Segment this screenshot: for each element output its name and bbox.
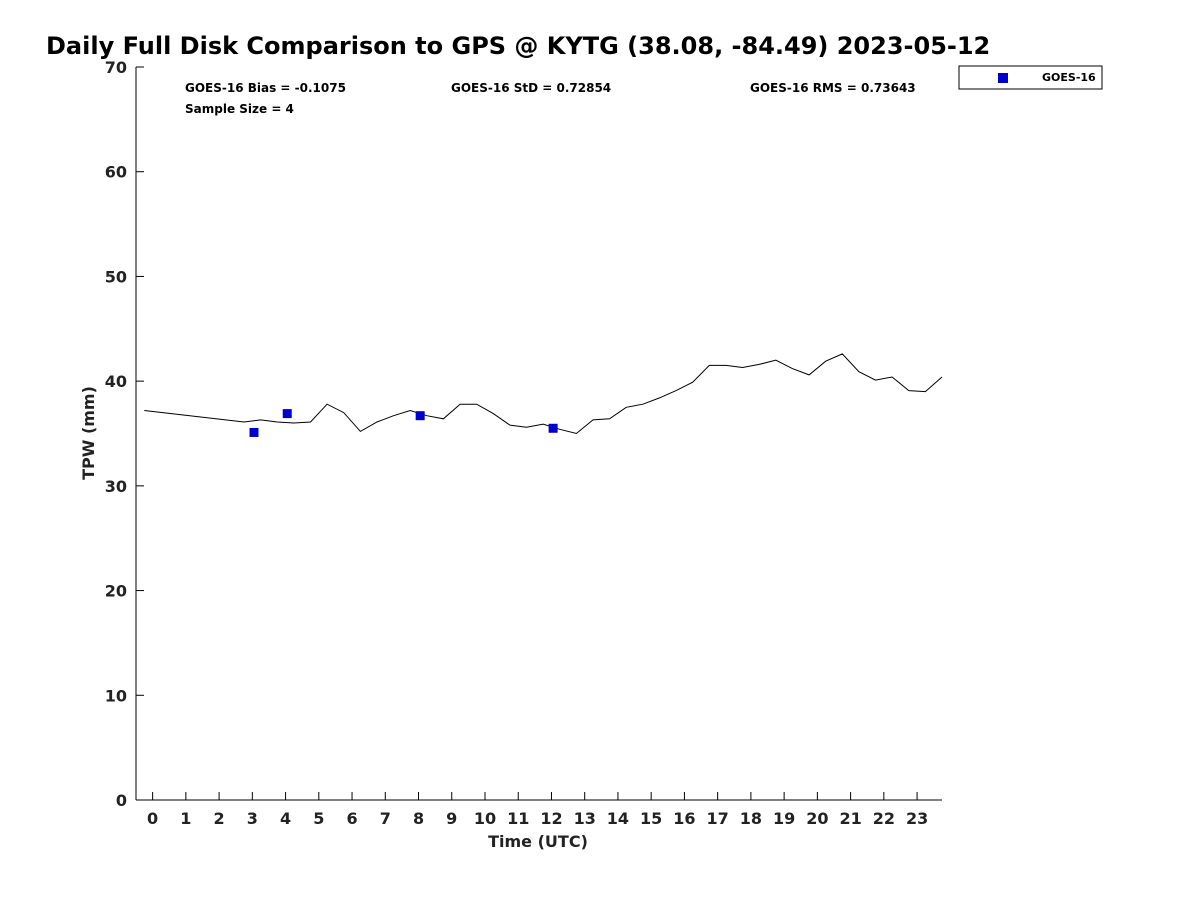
x-axis-label: Time (UTC) xyxy=(488,832,588,851)
x-tick-label: 7 xyxy=(380,809,391,828)
x-tick-label: 0 xyxy=(147,809,158,828)
x-tick-label: 18 xyxy=(740,809,762,828)
rms-annotation: GOES-16 RMS = 0.73643 xyxy=(750,81,916,95)
x-tick-label: 14 xyxy=(607,809,629,828)
y-tick-label: 50 xyxy=(105,267,127,286)
legend-box xyxy=(958,65,1103,90)
x-tick-label: 22 xyxy=(873,809,895,828)
x-tick-label: 23 xyxy=(906,809,928,828)
x-tick-label: 8 xyxy=(413,809,424,828)
x-tick-label: 4 xyxy=(280,809,291,828)
bias-annotation: GOES-16 Bias = -0.1075 xyxy=(185,81,346,95)
std-annotation: GOES-16 StD = 0.72854 xyxy=(451,81,611,95)
legend: GOES-16 xyxy=(958,65,1103,90)
x-tick-label: 2 xyxy=(214,809,225,828)
y-tick-label: 30 xyxy=(105,477,127,496)
x-tick-label: 11 xyxy=(507,809,529,828)
y-tick-label: 40 xyxy=(105,372,127,391)
axes xyxy=(135,67,942,801)
x-tick-label: 15 xyxy=(640,809,662,828)
gps-tpw-line xyxy=(144,353,943,435)
y-tick-label: 10 xyxy=(105,686,127,705)
goes16-point xyxy=(249,427,259,437)
goes16-point xyxy=(415,411,425,421)
x-tick-label: 17 xyxy=(707,809,729,828)
goes16-point xyxy=(548,423,558,433)
sample-size-annotation: Sample Size = 4 xyxy=(185,102,294,116)
stats-annotations: GOES-16 Bias = -0.1075 GOES-16 StD = 0.7… xyxy=(185,81,916,116)
y-tick-label: 70 xyxy=(105,58,127,77)
x-tick-label: 9 xyxy=(446,809,457,828)
x-tick-label: 19 xyxy=(773,809,795,828)
legend-marker xyxy=(998,73,1008,83)
y-tick-label: 60 xyxy=(105,163,127,182)
legend-label: GOES-16 xyxy=(1042,71,1096,84)
x-tick-label: 12 xyxy=(540,809,562,828)
x-tick-label: 16 xyxy=(673,809,695,828)
x-tick-label: 21 xyxy=(839,809,861,828)
x-tick-label: 5 xyxy=(313,809,324,828)
x-tick-label: 10 xyxy=(474,809,496,828)
x-tick-label: 3 xyxy=(247,809,258,828)
chart-title: Daily Full Disk Comparison to GPS @ KYTG… xyxy=(46,32,990,60)
x-ticks: 0 1 2 3 4 5 6 7 8 9 10 11 12 13 14 15 16 17 18 19 20 21 22 23 xyxy=(147,792,928,828)
y-tick-label: 20 xyxy=(105,582,127,601)
y-tick-label: 0 xyxy=(116,791,127,810)
x-tick-label: 13 xyxy=(574,809,596,828)
y-ticks: 0 10 20 30 40 50 60 70 xyxy=(105,58,144,810)
x-tick-label: 1 xyxy=(180,809,191,828)
y-axis-label: TPW (mm) xyxy=(79,386,98,480)
series-layer xyxy=(144,353,943,437)
x-tick-label: 20 xyxy=(806,809,828,828)
x-tick-label: 6 xyxy=(346,809,357,828)
goes16-point xyxy=(282,409,292,419)
